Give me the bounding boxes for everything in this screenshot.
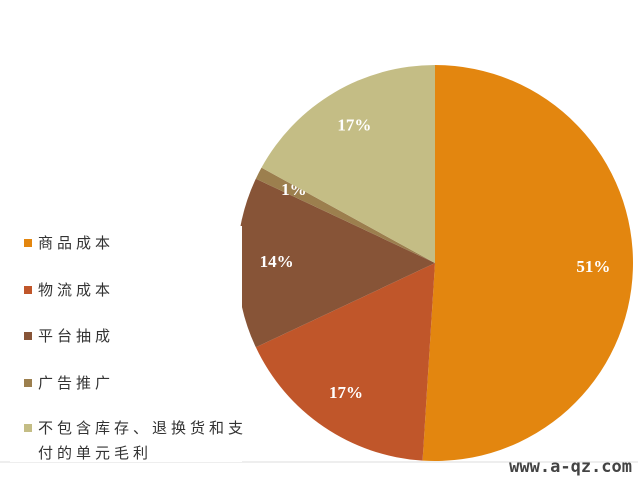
legend-swatch <box>24 424 32 432</box>
legend-swatch <box>24 239 32 247</box>
legend-item: 不包含库存、退换货和支付的单元毛利 <box>24 416 248 466</box>
legend-label: 商品成本 <box>38 234 115 252</box>
legend-label: 平台抽成 <box>38 327 115 345</box>
data-label: 51% <box>576 257 610 276</box>
legend-label: 广告推广 <box>38 374 115 392</box>
legend: 商品成本 物流成本 平台抽成 广告推广 不包含库存、退换货和支付的单元毛利 <box>10 226 243 462</box>
legend-item: 平台抽成 <box>24 324 248 349</box>
legend-swatch <box>24 286 32 294</box>
data-label: 17% <box>337 116 371 135</box>
legend-swatch <box>24 332 32 340</box>
pie-slice <box>422 65 634 462</box>
pie-slice <box>237 178 435 348</box>
legend-item: 广告推广 <box>24 371 248 396</box>
pie-slice <box>261 65 435 263</box>
watermark: www.a-qz.com <box>509 457 632 477</box>
legend-swatch <box>24 379 32 387</box>
pie-slice <box>255 167 435 263</box>
legend-item: 物流成本 <box>24 278 248 303</box>
data-label: 17% <box>329 383 363 402</box>
legend-label: 物流成本 <box>38 281 115 299</box>
legend-item: 商品成本 <box>24 231 248 256</box>
legend-label: 不包含库存、退换货和支付的单元毛利 <box>38 419 248 462</box>
pie-slice <box>255 263 435 461</box>
data-label: 14% <box>260 252 294 271</box>
